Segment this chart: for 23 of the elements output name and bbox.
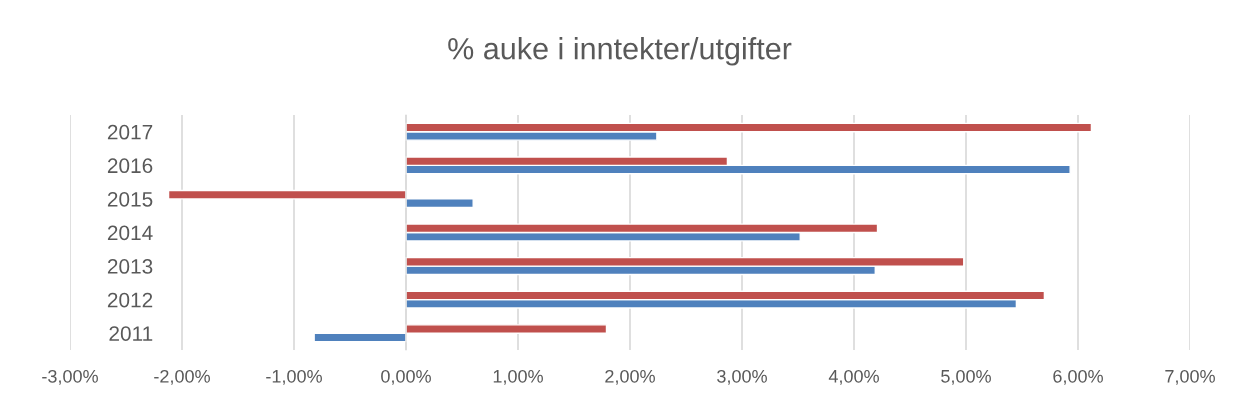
x-tick-label: 6,00% <box>1053 369 1103 385</box>
x-tick-label: 4,00% <box>828 369 879 385</box>
y-tick-label: 2013 <box>107 259 153 274</box>
bar <box>167 189 407 200</box>
x-tick-label: 5,00% <box>941 369 991 385</box>
x-tick-label: 7,00% <box>1165 369 1215 385</box>
y-tick-label: 2017 <box>107 124 153 140</box>
chart-title: % auke i inntekter/utgifter <box>448 37 792 66</box>
y-tick-label: 2016 <box>107 158 153 174</box>
x-tick-label: -3,00% <box>42 369 98 385</box>
y-tick-label: 2015 <box>107 191 153 207</box>
x-tick-label: 2,00% <box>605 369 655 385</box>
x-tick-label: 3,00% <box>717 369 767 385</box>
x-tick-label: -1,00% <box>266 369 322 385</box>
y-tick-label: 2014 <box>107 225 153 241</box>
x-tick-label: -2,00% <box>154 369 210 385</box>
bar <box>405 198 474 209</box>
bar <box>313 332 407 343</box>
x-tick-label: 1,00% <box>493 369 543 385</box>
bar <box>405 324 608 334</box>
x-tick-label: 0,00% <box>381 369 431 385</box>
y-tick-label: 2012 <box>107 292 153 308</box>
y-tick-label: 2011 <box>109 326 153 341</box>
